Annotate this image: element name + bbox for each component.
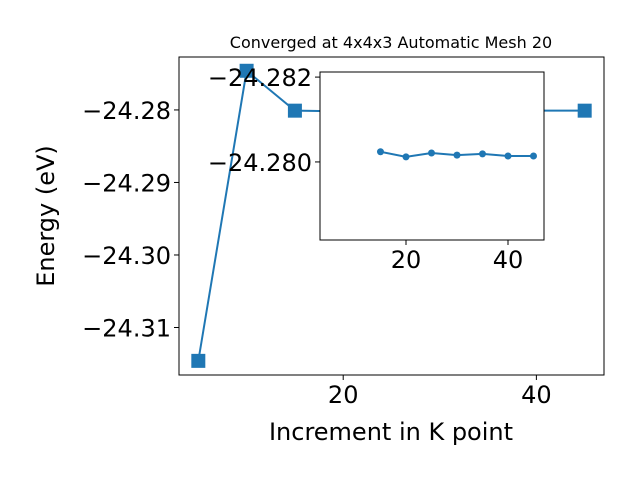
x-tick-label: 20 — [391, 246, 422, 274]
y-tick-label: −24.30 — [82, 242, 171, 270]
chart-title: Converged at 4x4x3 Automatic Mesh 20 — [230, 33, 552, 52]
y-tick-label: −24.280 — [208, 149, 312, 177]
axes-frame — [178, 56, 605, 376]
marker — [504, 152, 512, 160]
plot-group — [376, 148, 537, 161]
x-tick-label: 40 — [493, 246, 524, 274]
marker — [427, 149, 435, 157]
marker — [453, 151, 461, 159]
marker — [529, 152, 537, 160]
y-axis-label: Energy (eV) — [32, 145, 60, 287]
axes-frame — [319, 71, 545, 241]
y-tick-label: −24.29 — [82, 169, 171, 197]
marker — [402, 153, 410, 161]
x-tick-label: 20 — [328, 381, 359, 409]
marker — [239, 63, 254, 78]
marker — [478, 150, 486, 158]
x-tick-label: 40 — [521, 381, 552, 409]
marker — [577, 103, 592, 118]
marker — [191, 353, 206, 368]
y-tick-label: −24.31 — [82, 314, 171, 342]
marker — [287, 103, 302, 118]
y-tick-label: −24.282 — [208, 64, 312, 92]
marker — [376, 148, 384, 156]
x-axis-label: Increment in K point — [269, 418, 513, 446]
y-tick-label: −24.28 — [82, 97, 171, 125]
